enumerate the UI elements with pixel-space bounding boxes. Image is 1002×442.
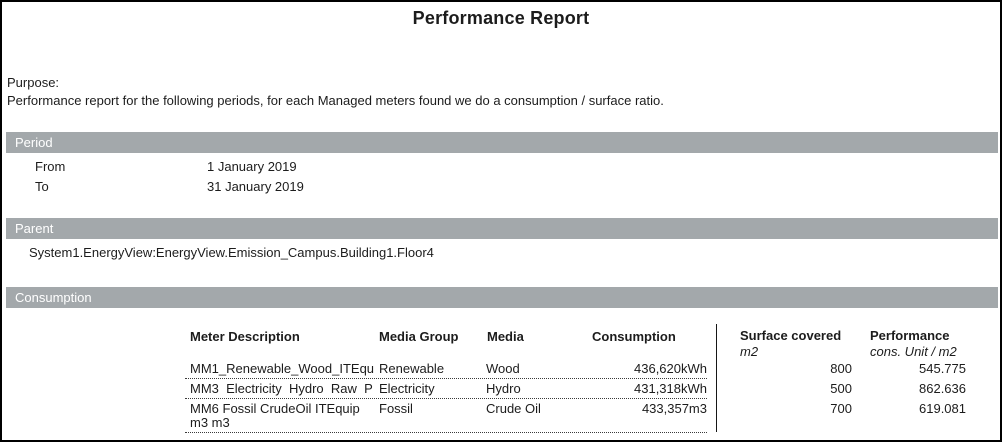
- cell-surface-covered: 500: [830, 381, 852, 396]
- cell-performance: 862.636: [919, 381, 966, 396]
- column-subheader-performance-unit: cons. Unit / m2: [870, 344, 957, 359]
- table-row-left-group: MM1_Renewable_Wood_ITEqu Renewable Wood …: [185, 359, 707, 379]
- cell-media: Wood: [486, 361, 520, 376]
- column-header-media-group: Media Group: [379, 329, 459, 344]
- cell-media-group: Renewable: [379, 361, 445, 376]
- cell-surface-covered: 700: [830, 401, 852, 416]
- column-header-meter-description: Meter Description: [190, 329, 300, 344]
- period-row-from: From 1 January 2019: [35, 159, 297, 174]
- period-to-label: To: [35, 179, 49, 194]
- section-header-period: Period: [6, 132, 998, 153]
- section-header-parent: Parent: [6, 218, 998, 239]
- section-header-consumption: Consumption: [6, 287, 998, 308]
- period-from-label: From: [35, 159, 66, 174]
- table-row-right-group: 700 619.081: [717, 399, 966, 433]
- cell-media-group: Fossil: [379, 401, 413, 416]
- period-row-to: To 31 January 2019: [35, 179, 304, 194]
- page-title: Performance Report: [412, 8, 590, 28]
- column-header-media: Media: [487, 329, 524, 344]
- table-row: MM3 Electricity Hydro Raw P Electricity …: [185, 379, 966, 399]
- cell-consumption: 431,318kWh: [634, 381, 707, 396]
- period-from-value: 1 January 2019: [207, 159, 297, 174]
- cell-performance: 619.081: [919, 401, 966, 416]
- cell-media-group: Electricity: [379, 381, 435, 396]
- column-header-consumption: Consumption: [592, 329, 676, 344]
- cell-consumption: 433,357m3: [641, 401, 707, 416]
- cell-meter-description: MM3 Electricity Hydro Raw P: [190, 382, 373, 396]
- column-header-performance: Performance: [870, 328, 950, 343]
- cell-meter-description: MM1_Renewable_Wood_ITEqu: [190, 362, 375, 376]
- period-to-value: 31 January 2019: [207, 179, 304, 194]
- consumption-table-body: MM1_Renewable_Wood_ITEqu Renewable Wood …: [185, 359, 966, 433]
- cell-media: Hydro: [486, 381, 521, 396]
- table-row-left-group: MM6 Fossil CrudeOil ITEquip m3 m3 Fossil…: [185, 399, 707, 433]
- table-row-left-group: MM3 Electricity Hydro Raw P Electricity …: [185, 379, 707, 399]
- column-subheader-surface-unit: m2: [740, 344, 759, 359]
- parent-path: System1.EnergyView:EnergyView.Emission_C…: [29, 245, 434, 260]
- table-vertical-divider: [716, 324, 717, 432]
- table-row-right-group: 500 862.636: [717, 379, 966, 399]
- purpose-label: Purpose:: [7, 75, 60, 90]
- table-row: MM1_Renewable_Wood_ITEqu Renewable Wood …: [185, 359, 966, 379]
- cell-meter-description: MM6 Fossil CrudeOil ITEquip m3 m3: [190, 402, 364, 430]
- column-header-surface-covered: Surface covered: [740, 328, 842, 343]
- cell-consumption: 436,620kWh: [634, 361, 707, 376]
- cell-surface-covered: 800: [830, 361, 852, 376]
- cell-media: Crude Oil: [486, 401, 541, 416]
- purpose-text: Performance report for the following per…: [7, 93, 664, 108]
- cell-performance: 545.775: [919, 361, 966, 376]
- table-row: MM6 Fossil CrudeOil ITEquip m3 m3 Fossil…: [185, 399, 966, 433]
- table-row-right-group: 800 545.775: [717, 359, 966, 379]
